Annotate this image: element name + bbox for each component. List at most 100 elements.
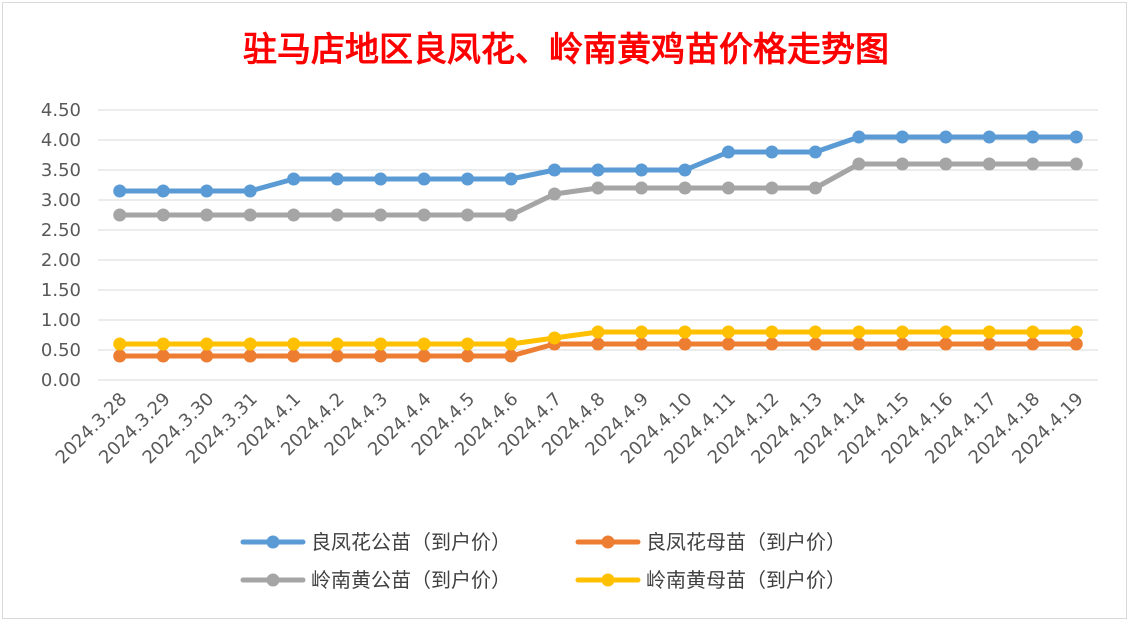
data-point [852,325,866,339]
data-point [634,337,648,351]
data-point [939,157,953,171]
data-point [939,130,953,144]
series-layer [113,130,1083,363]
data-point [852,157,866,171]
legend-marker [266,535,280,549]
series-4 [113,325,1083,351]
data-point [113,184,127,198]
data-point [417,172,431,186]
x-axis-ticks: 2024.3.282024.3.292024.3.302024.3.312024… [52,389,1088,469]
data-point [504,172,518,186]
data-point [982,157,996,171]
data-point [156,349,170,363]
data-point [156,184,170,198]
data-point [504,349,518,363]
legend-marker [601,573,615,587]
data-point [330,172,344,186]
data-point [895,325,909,339]
data-point [1026,130,1040,144]
data-point [1069,130,1083,144]
legend-label: 良凤花公苗（到户价） [311,530,511,554]
data-point [374,349,388,363]
data-point [1026,157,1040,171]
data-point [982,337,996,351]
data-point [200,349,214,363]
data-point [939,325,953,339]
data-point [678,337,692,351]
y-tick-label: 0.00 [41,370,81,391]
data-point [243,349,257,363]
y-tick-label: 0.50 [41,340,81,361]
legend-item: 岭南黄母苗（到户价） [575,568,846,592]
data-point [417,337,431,351]
data-point [504,337,518,351]
y-tick-label: 2.00 [41,250,81,271]
data-point [634,163,648,177]
data-point [852,337,866,351]
legend-item: 良凤花母苗（到户价） [575,530,846,554]
data-point [808,181,822,195]
data-point [287,349,301,363]
data-point [461,172,475,186]
data-point [374,208,388,222]
data-point [548,187,562,201]
data-point [113,337,127,351]
data-point [1069,325,1083,339]
data-point [808,325,822,339]
data-point [287,208,301,222]
data-point [200,184,214,198]
data-point [765,145,779,159]
data-point [852,130,866,144]
y-tick-label: 4.50 [41,100,81,121]
series-3 [113,157,1083,222]
data-point [330,337,344,351]
y-tick-label: 3.00 [41,190,81,211]
data-point [591,337,605,351]
data-point [721,145,735,159]
data-point [939,337,953,351]
data-point [243,208,257,222]
data-point [287,172,301,186]
data-point [374,172,388,186]
data-point [634,325,648,339]
data-point [895,157,909,171]
data-point [982,130,996,144]
line-chart: 驻马店地区良凤花、岭南黄鸡苗价格走势图 0.00 0.50 1.00 1.50 2.00… [41,30,1098,592]
gridlines [98,109,1098,381]
data-point [808,145,822,159]
data-point [678,163,692,177]
data-point [591,163,605,177]
data-point [721,337,735,351]
series-1 [113,130,1083,198]
data-point [895,130,909,144]
y-tick-label: 4.00 [41,130,81,151]
data-point [678,181,692,195]
data-point [113,349,127,363]
legend: 良凤花公苗（到户价） 良凤花母苗（到户价） 岭南黄公苗（到户价） 岭南黄母苗（到户价） [240,530,846,592]
data-point [721,181,735,195]
data-point [1026,337,1040,351]
legend-item: 良凤花公苗（到户价） [240,530,511,554]
legend-label: 岭南黄母苗（到户价） [646,568,846,592]
data-point [200,208,214,222]
data-point [287,337,301,351]
data-point [461,208,475,222]
legend-marker [266,573,280,587]
data-point [591,325,605,339]
data-point [330,208,344,222]
data-point [1069,337,1083,351]
y-tick-label: 2.50 [41,220,81,241]
data-point [765,325,779,339]
y-tick-label: 1.00 [41,310,81,331]
data-point [461,337,475,351]
data-point [461,349,475,363]
data-point [982,325,996,339]
data-point [808,337,822,351]
data-point [634,181,648,195]
data-point [417,349,431,363]
data-point [765,181,779,195]
data-point [721,325,735,339]
data-point [548,331,562,345]
data-point [765,337,779,351]
data-point [243,337,257,351]
